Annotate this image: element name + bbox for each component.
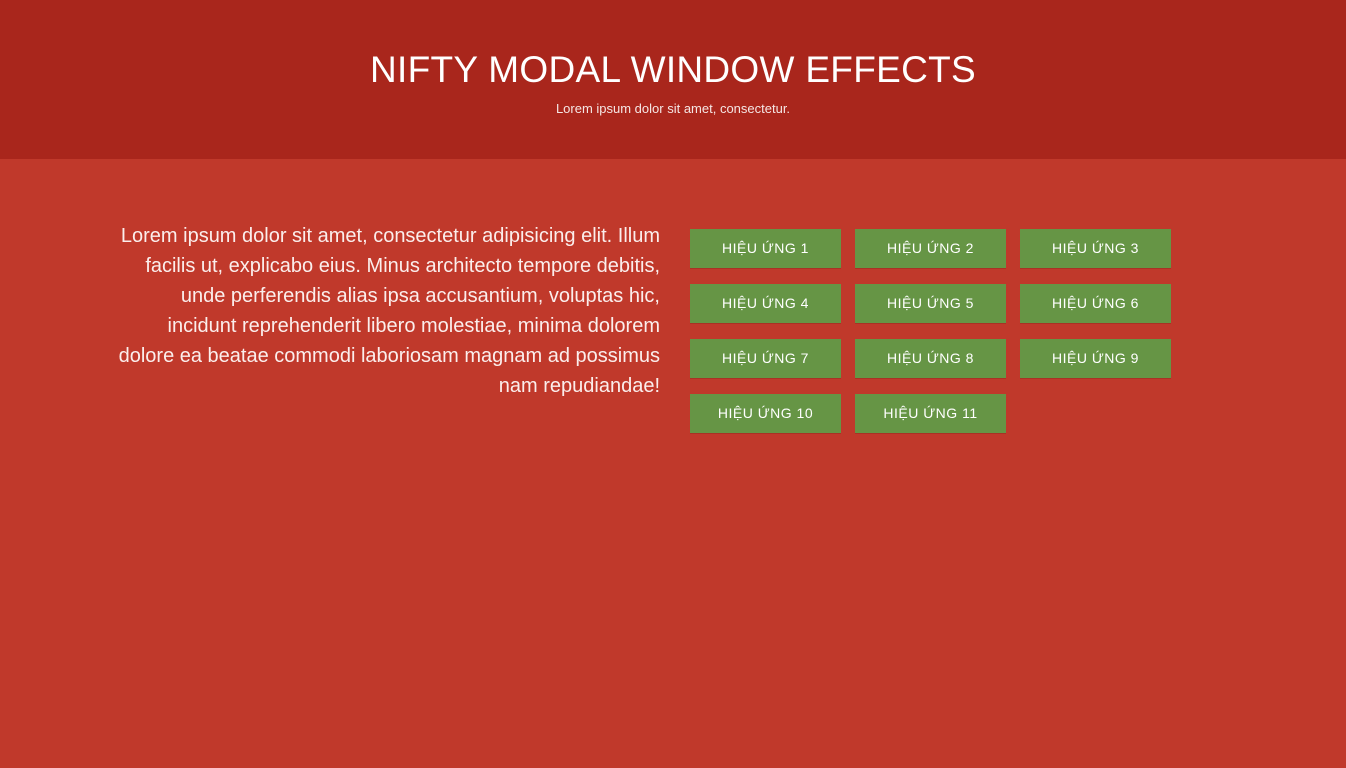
effect-button-6[interactable]: HIỆU ỨNG 6 — [1020, 284, 1171, 323]
effect-button-7[interactable]: HIỆU ỨNG 7 — [690, 339, 841, 378]
effect-button-1[interactable]: HIỆU ỨNG 1 — [690, 229, 841, 268]
page-subtitle: Lorem ipsum dolor sit amet, consectetur. — [555, 101, 791, 116]
effect-button-2[interactable]: HIỆU ỨNG 2 — [855, 229, 1006, 268]
effect-button-8[interactable]: HIỆU ỨNG 8 — [855, 339, 1006, 378]
effect-button-4[interactable]: HIỆU ỨNG 4 — [690, 284, 841, 323]
effect-button-11[interactable]: HIỆU ỨNG 11 — [855, 394, 1006, 433]
effect-button-3[interactable]: HIỆU ỨNG 3 — [1020, 229, 1171, 268]
page-header: NIFTY MODAL WINDOW EFFECTS Lorem ipsum d… — [0, 0, 1346, 159]
effect-button-10[interactable]: HIỆU ỨNG 10 — [690, 394, 841, 433]
effect-button-5[interactable]: HIỆU ỨNG 5 — [855, 284, 1006, 323]
page-title: NIFTY MODAL WINDOW EFFECTS — [370, 49, 976, 90]
effect-button-9[interactable]: HIỆU ỨNG 9 — [1020, 339, 1171, 378]
intro-text: Lorem ipsum dolor sit amet, consectetur … — [118, 225, 660, 397]
